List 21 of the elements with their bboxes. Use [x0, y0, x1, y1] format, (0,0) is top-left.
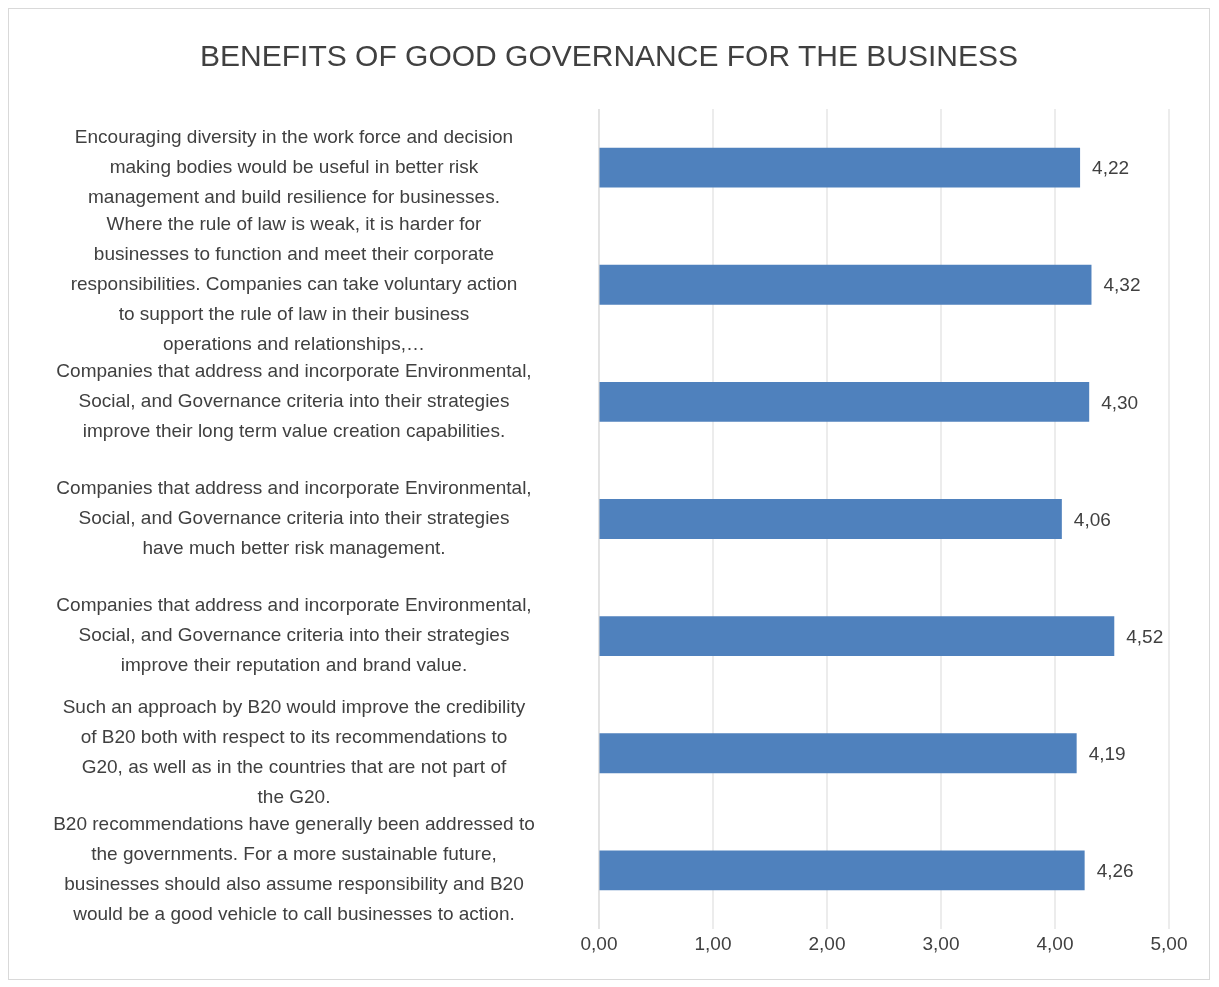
data-label: 4,06 [1073, 508, 1111, 530]
data-label: 4,32 [1103, 274, 1141, 296]
data-label: 4,52 [1126, 625, 1164, 647]
x-tick-label: 5,00 [1150, 933, 1188, 955]
x-tick-label: 1,00 [694, 933, 732, 955]
x-tick-label: 3,00 [922, 933, 960, 955]
data-label: 4,30 [1101, 391, 1139, 413]
x-tick-label: 0,00 [580, 933, 618, 955]
y-tick-label: Companies that address and incorporate Environmental, Social, and Governance criteria into their strategies improve their long term value creation capabilities. [56, 359, 532, 441]
y-tick-label: Encouraging diversity in the work force and decision making bodies would be useful in better risk management and build resilience for businesses. [74, 125, 514, 207]
data-label: 4,26 [1096, 860, 1134, 882]
y-tick-label: Such an approach by B20 would improve the credibility of B20 both with respect to its recommendations to G20, as well as in the countries that are not part of the G20. [62, 696, 526, 808]
data-label: 4,19 [1088, 743, 1126, 765]
y-tick-label: Where the rule of law is weak, it is harder for businesses to function and meet their corporate responsibilities. Companies can take voluntary action to support the rule of law in their business operations and relationships,… [70, 212, 518, 354]
y-tick-label: Companies that address and incorporate Environmental, Social, and Governance criteria into their strategies have much better risk management. [56, 477, 532, 559]
x-tick-label: 4,00 [1036, 933, 1074, 955]
data-label: 4,22 [1092, 157, 1130, 179]
y-tick-label: B20 recommendations have generally been addressed to the governments. For a more sustainable future, businesses should also assume responsibility and B20 would be a good vehicle to call businesses to action. [53, 813, 535, 925]
y-tick-label: Companies that address and incorporate Environmental, Social, and Governance criteria into their strategies improve their reputation and brand value. [56, 594, 532, 676]
x-tick-label: 2,00 [808, 933, 846, 955]
chart-title: BENEFITS OF GOOD GOVERNANCE FOR THE BUSINESS [199, 38, 1019, 74]
